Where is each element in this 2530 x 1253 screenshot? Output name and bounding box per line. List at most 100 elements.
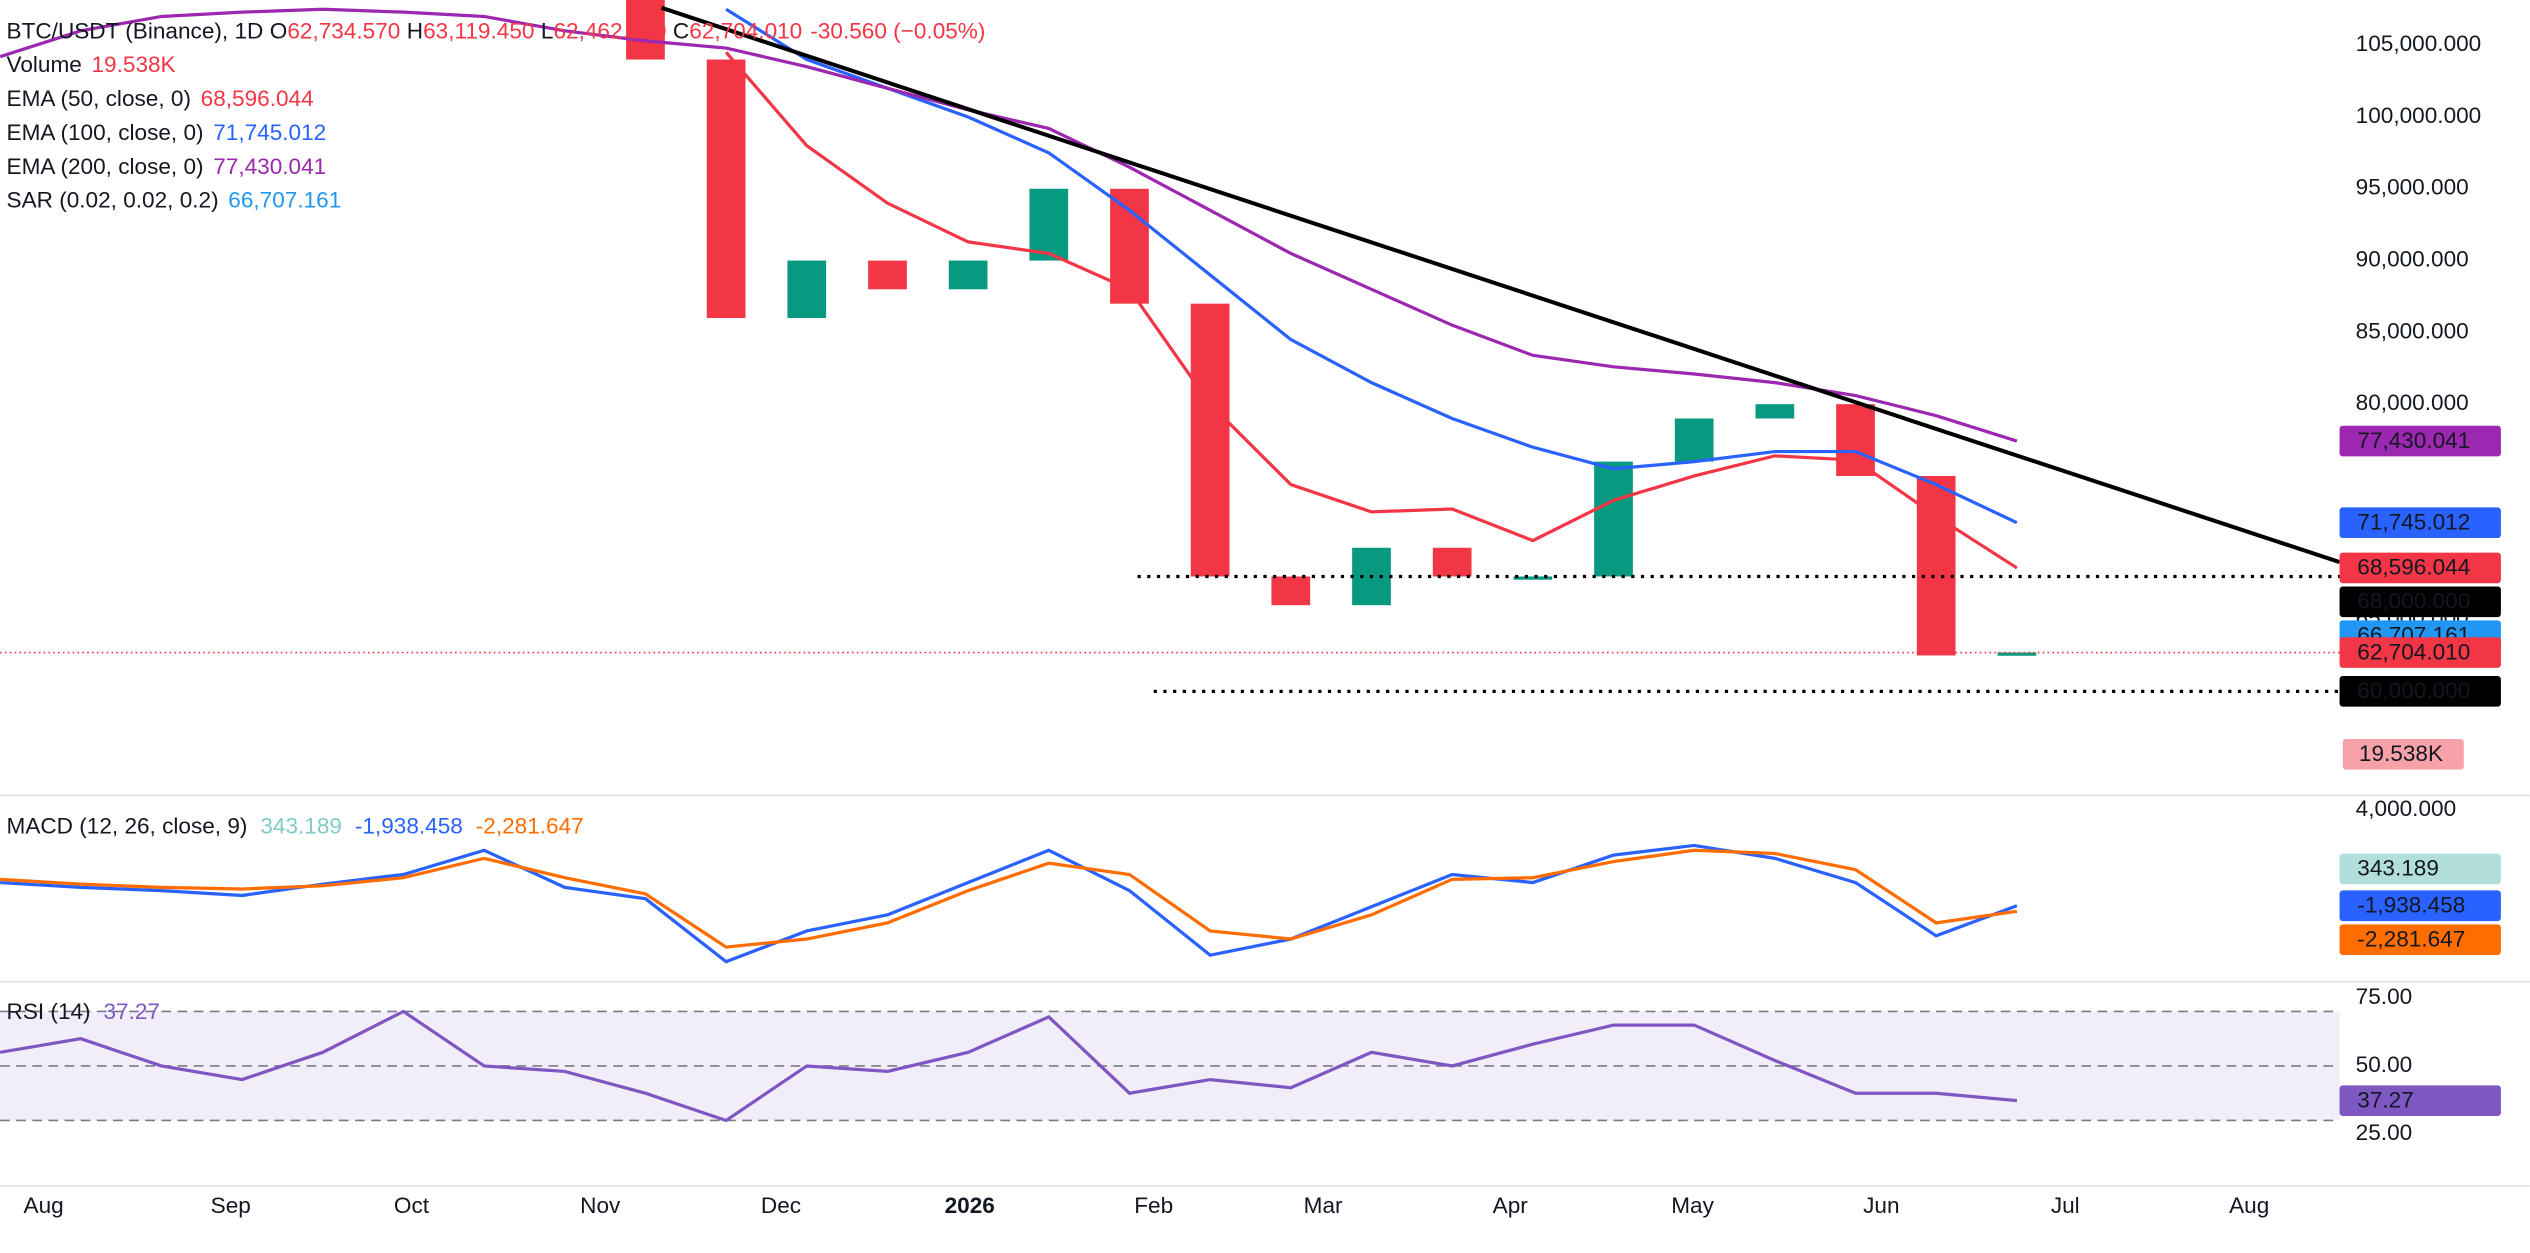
legend-text: 66,707.161 — [228, 188, 341, 213]
legend-row: MACD (12, 26, close, 9) 343.189 -1,938.458… — [7, 814, 584, 839]
legend-text: 19.538K — [92, 52, 176, 77]
legend-text: EMA (100, close, 0) — [7, 120, 204, 145]
macd-pane — [0, 843, 2018, 964]
legend-text: H — [407, 18, 423, 43]
badge-label: 19.538K — [2359, 741, 2443, 766]
price-badge-label: -2,281.647 — [2357, 926, 2465, 951]
x-tick-label: Apr — [1493, 1193, 1529, 1218]
x-tick-label: May — [1671, 1193, 1714, 1218]
candle — [1755, 404, 1795, 419]
legend-row: BTC/USDT (Binance), 1D O62,734.570 H63,119… — [7, 18, 986, 43]
price-badge — [2339, 1085, 2501, 1116]
price-badge-label: -1,938.458 — [2357, 893, 2465, 918]
y-tick-label: 85,000.000 — [2356, 318, 2469, 343]
indicator-line — [725, 7, 2018, 525]
legend-text: EMA (50, close, 0) — [7, 86, 191, 111]
rsi-pane — [0, 1009, 2340, 1123]
x-tick-label: Jun — [1863, 1193, 1899, 1218]
legend-text: L — [541, 18, 554, 43]
legend-text: BTC/USDT (Binance), 1D — [7, 18, 264, 43]
price-badge-label: 62,704.010 — [2357, 639, 2470, 664]
legend-text: 62,462.250 — [553, 18, 666, 43]
legend-text: EMA (200, close, 0) — [7, 154, 204, 179]
candle — [626, 0, 665, 60]
x-tick-label: Mar — [1304, 1193, 1343, 1218]
indicator-line — [0, 1009, 2018, 1123]
x-tick-label: Nov — [580, 1193, 621, 1218]
price-badge-label: 60,000.000 — [2357, 678, 2470, 703]
overlay: 105,000.000 100,000.000 95,000.000 90,000.0… — [7, 18, 2501, 1218]
legend-text: 37.27 — [103, 999, 160, 1024]
price-badge-label: 71,745.012 — [2357, 509, 2470, 534]
candle — [1190, 303, 1230, 577]
indicator-line — [724, 51, 2018, 570]
x-tick-label: Jul — [2051, 1193, 2080, 1218]
indicator-line — [0, 843, 2018, 964]
candle — [706, 59, 746, 319]
legend-text: -1,938.458 — [355, 814, 463, 839]
price-badge — [2339, 637, 2501, 668]
x-tick-label: Dec — [761, 1193, 801, 1218]
candle — [1271, 576, 1311, 606]
legend-text: 62,704.010 — [689, 18, 802, 43]
legend-text: SAR (0.02, 0.02, 0.2) — [7, 188, 219, 213]
candle — [1594, 461, 1633, 577]
trendline — [660, 5, 2340, 565]
price-badge — [2339, 853, 2501, 885]
legend-text: RSI (14) — [7, 999, 91, 1024]
legend-text: 71,745.012 — [213, 120, 326, 145]
price-badge-label: 68,596.044 — [2357, 555, 2470, 580]
candle — [1110, 188, 1149, 304]
legend-text: -30.560 (−0.05%) — [810, 18, 985, 43]
legend-row: EMA (200, close, 0) 77,430.041 — [7, 154, 327, 179]
y-tick-label: 95,000.000 — [2356, 175, 2469, 200]
x-tick-label: Feb — [1134, 1193, 1173, 1218]
legend-text: MACD (12, 26, close, 9) — [7, 814, 248, 839]
legend-text: Volume — [7, 52, 82, 77]
x-tick-label: Sep — [211, 1193, 251, 1218]
candle — [1674, 418, 1714, 462]
price-badge-label: 37.27 — [2357, 1087, 2414, 1112]
y-tick-label: 25.00 — [2356, 1120, 2413, 1145]
candle — [1029, 188, 1069, 261]
legend-row: EMA (100, close, 0) 71,745.012 — [7, 120, 327, 145]
price-badge — [2339, 507, 2501, 539]
candle — [787, 260, 827, 319]
y-tick-label: 90,000.000 — [2356, 247, 2469, 272]
y-tick-label: 105,000.000 — [2356, 31, 2482, 56]
x-tick-label: 2026 — [945, 1193, 995, 1218]
candle — [1432, 547, 1472, 577]
candle — [1513, 576, 1553, 580]
legend-row: EMA (50, close, 0) 68,596.044 — [7, 86, 314, 111]
y-tick-label: 50.00 — [2356, 1052, 2413, 1077]
x-tick-label: Aug — [2229, 1193, 2269, 1218]
price-badge — [2339, 924, 2501, 955]
legend-text: -2,281.647 — [476, 814, 584, 839]
indicator-line — [0, 7, 2018, 443]
candle — [1997, 652, 2037, 656]
price-badge — [2339, 552, 2501, 584]
y-tick-label: 75.00 — [2356, 984, 2413, 1009]
legend-row: SAR (0.02, 0.02, 0.2) 66,707.161 — [7, 188, 342, 213]
indicator-line — [0, 848, 2018, 949]
legend-text: 63,119.450 — [423, 18, 534, 43]
x-tick-label: Aug — [24, 1193, 64, 1218]
legend-row: Volume 19.538K — [7, 52, 176, 77]
candle — [1836, 404, 1875, 476]
price-badge-label: 77,430.041 — [2357, 428, 2470, 453]
candle — [948, 260, 988, 290]
y-tick-label: 100,000.000 — [2356, 103, 2482, 128]
legend-row: RSI (14) 37.27 — [7, 999, 160, 1024]
price-badge — [2339, 890, 2501, 922]
legend-text: 343.189 — [260, 814, 342, 839]
price-badge — [2339, 586, 2501, 618]
price-badge — [2339, 425, 2501, 457]
badge — [2342, 738, 2464, 770]
y-tick-label: 80,000.000 — [2356, 390, 2469, 415]
price-badge-label: 68,000.000 — [2357, 589, 2470, 614]
y-tick-label: 4,000.000 — [2356, 796, 2456, 821]
legend-text: 77,430.041 — [213, 154, 326, 179]
price-badge — [2339, 676, 2501, 707]
